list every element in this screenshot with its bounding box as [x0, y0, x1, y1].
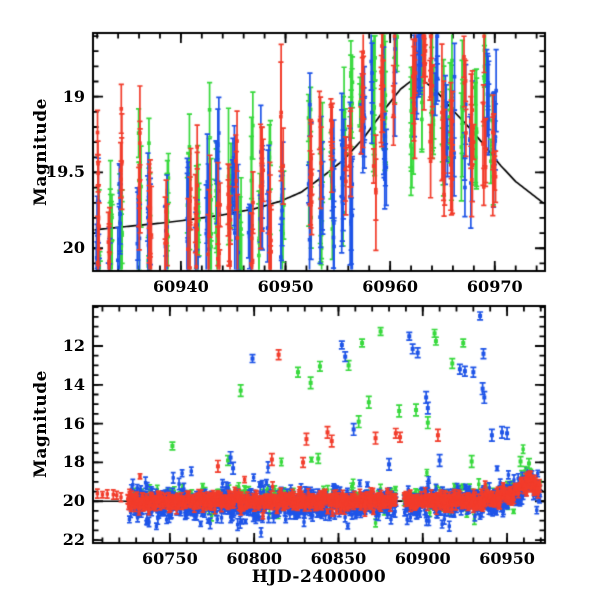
x-tick-label: 60970 — [466, 277, 523, 296]
x-tick-label: 60950 — [257, 277, 314, 296]
x-tick-label: 60850 — [310, 549, 367, 568]
x-tick-label: 60900 — [394, 549, 451, 568]
bottom-panel-y-axis-title: Magnitude — [31, 370, 51, 478]
y-tick-label: 12 — [62, 335, 85, 355]
y-tick-label: 16 — [62, 413, 85, 433]
x-tick-label: 60800 — [226, 549, 282, 568]
x-tick-label: 60940 — [153, 277, 209, 296]
y-tick-label: 20 — [62, 238, 85, 258]
x-tick-label: 60960 — [362, 277, 418, 296]
y-tick-label: 14 — [62, 374, 85, 394]
x-tick-label: 60750 — [142, 549, 198, 568]
y-tick-label: 22 — [62, 530, 85, 550]
x-axis-title: HJD-2400000 — [251, 567, 387, 587]
y-tick-label: 19.5 — [46, 162, 85, 182]
y-tick-label: 19 — [62, 86, 85, 106]
top-panel-y-axis-title: Magnitude — [31, 98, 51, 206]
x-tick-label: 60950 — [479, 549, 535, 568]
y-tick-label: 18 — [62, 452, 85, 472]
y-tick-label: 20 — [62, 491, 85, 511]
